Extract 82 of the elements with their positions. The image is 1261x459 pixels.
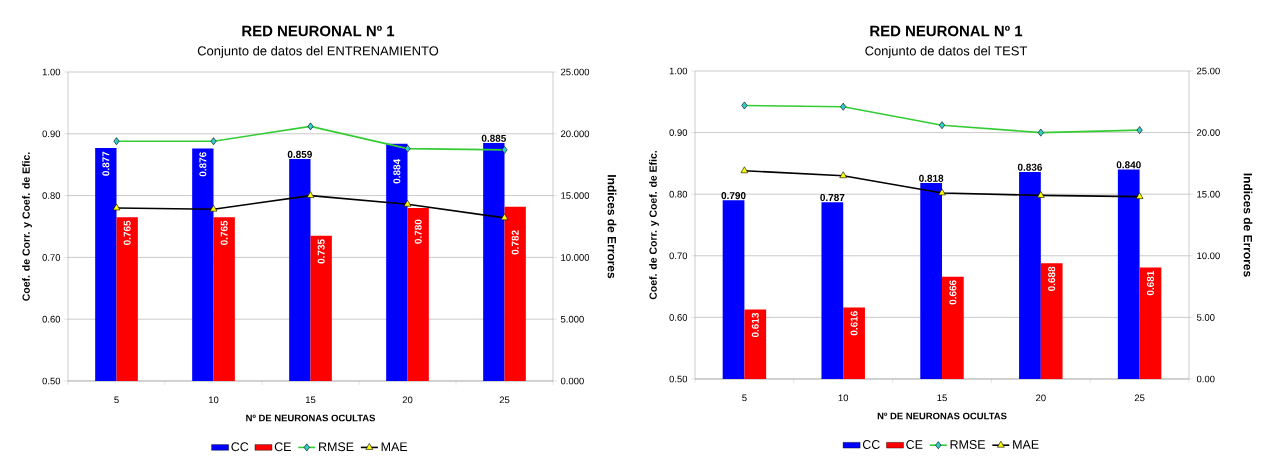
y-tick-label: 0.90 [669, 129, 688, 136]
y-axis-title: Coef. de Corr. y Coef. de Efic. [649, 151, 659, 300]
y-tick-label: 0.80 [42, 192, 61, 199]
point [209, 204, 218, 212]
data-label: 0.765 [220, 220, 228, 245]
x-tick-label: 15 [305, 396, 316, 404]
y2-tick-label: 5.00 [1196, 314, 1215, 321]
y2-tick-label: 25.00 [1197, 67, 1220, 75]
point [112, 203, 121, 211]
y2-tick-label: 25.000 [561, 68, 590, 76]
legend-label: RMSE [319, 442, 354, 452]
data-label: 0.666 [949, 280, 957, 305]
data-label: 0.885 [481, 134, 507, 142]
data-label: 0.877 [102, 151, 110, 176]
point [740, 166, 749, 174]
y-tick-label: 0.70 [669, 252, 688, 260]
y2-tick-label: 20.00 [1197, 129, 1220, 136]
data-label: 0.780 [414, 219, 422, 244]
x-tick-label: 25 [1134, 394, 1145, 402]
y2-tick-label: 0.00 [1196, 375, 1215, 383]
y2-tick-label: 10.000 [561, 254, 590, 261]
data-label: 0.616 [850, 311, 858, 336]
y-axis-title: Coef. de Corr. y Coef. de Efic. [22, 152, 32, 301]
x-tick-label: 10 [208, 396, 219, 404]
x-tick-label: 20 [1036, 394, 1046, 402]
legend-label: RMSE [950, 440, 986, 449]
y-tick-label: 0.50 [669, 375, 688, 383]
point [1037, 191, 1045, 198]
y-tick-label: 0.80 [669, 190, 688, 198]
point [306, 191, 315, 198]
legend-label: CE [274, 442, 291, 452]
x-tick-label: 25 [499, 396, 510, 404]
point [1135, 192, 1144, 199]
data-label: 0.818 [919, 174, 944, 182]
point [938, 188, 946, 196]
y2-axis-title: Indices de Errores [1243, 173, 1253, 277]
y2-tick-label: 5.000 [560, 315, 584, 323]
data-label: 0.681 [1146, 270, 1154, 296]
y-tick-label: 1.00 [42, 68, 61, 76]
chart-subtitle: Conjunto de datos del TEST [865, 45, 1028, 59]
data-label: 0.840 [1116, 161, 1141, 169]
chart-title: RED NEURONAL Nº 1 [870, 25, 1023, 37]
y2-axis-title: Indices de Errores [607, 175, 617, 279]
y2-tick-label: 15.000 [561, 192, 590, 199]
y-tick-label: 0.60 [42, 315, 61, 323]
data-label: 0.884 [393, 158, 401, 184]
data-label: 0.859 [287, 150, 312, 158]
y2-tick-label: 10.00 [1197, 252, 1220, 260]
x-tick-label: 5 [114, 396, 119, 404]
x-axis-title: Nº DE NEURONAS OCULTAS [877, 412, 1007, 420]
data-label: 0.688 [1048, 266, 1056, 291]
x-tick-label: 10 [838, 394, 849, 402]
y-tick-label: 0.90 [42, 130, 61, 138]
y2-tick-label: 0.000 [560, 377, 584, 385]
data-label: 0.790 [721, 192, 746, 200]
x-tick-label: 15 [937, 394, 947, 402]
chart-subtitle: Conjunto de datos del ENTRENAMIENTO [197, 45, 439, 59]
data-label: 0.735 [317, 239, 325, 264]
data-label: 0.876 [199, 152, 207, 177]
x-axis-title: Nº DE NEURONAS OCULTAS [246, 414, 376, 422]
data-label: 0.782 [511, 230, 519, 255]
legend-label: CC [231, 442, 249, 452]
point [403, 199, 412, 207]
y2-tick-label: 20.000 [561, 130, 590, 138]
point [500, 213, 509, 221]
point [839, 171, 847, 178]
legend-label: MAE [381, 442, 408, 451]
x-tick-label: 5 [742, 394, 747, 402]
legend-label: MAE [1013, 440, 1039, 449]
legend-label: CE [906, 440, 923, 449]
y2-tick-label: 15.00 [1197, 190, 1220, 198]
legend-label: CC [862, 440, 880, 449]
data-label: 0.836 [1017, 163, 1043, 171]
y-tick-label: 0.70 [42, 254, 61, 261]
y-tick-label: 0.60 [669, 314, 688, 321]
data-label: 0.613 [751, 312, 759, 338]
y-tick-label: 1.00 [669, 67, 688, 75]
data-label: 0.765 [123, 220, 131, 245]
data-label: 0.787 [820, 193, 845, 201]
chart-title: RED NEURONAL Nº 1 [242, 25, 395, 37]
y-tick-label: 0.50 [42, 377, 61, 385]
x-tick-label: 20 [402, 396, 413, 404]
